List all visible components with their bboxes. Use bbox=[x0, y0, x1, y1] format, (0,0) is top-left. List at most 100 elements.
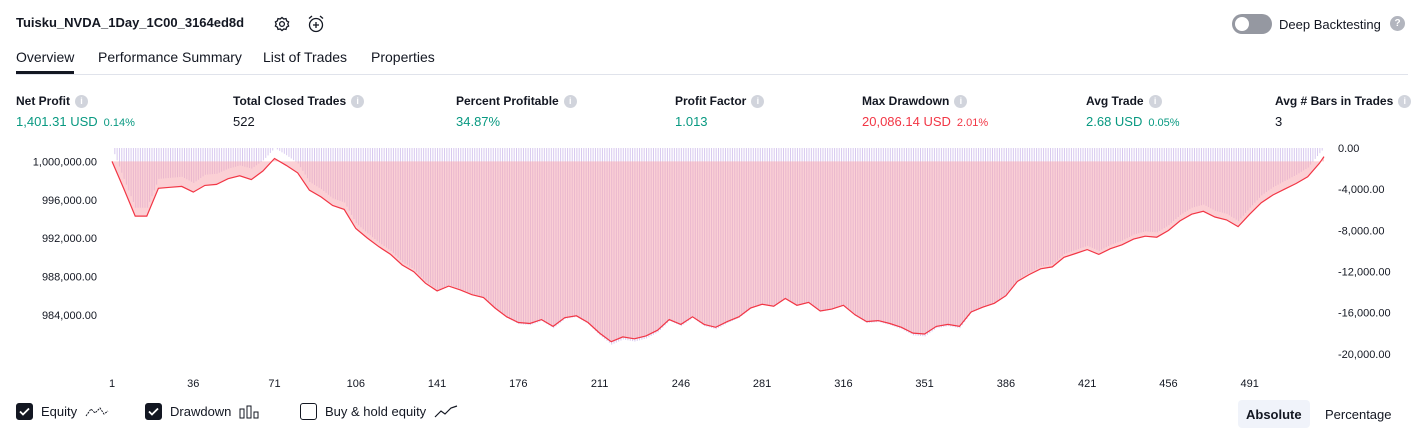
legend-equity-label: Equity bbox=[41, 404, 77, 419]
add-alert-icon[interactable] bbox=[306, 14, 326, 34]
tab-performance-summary[interactable]: Performance Summary bbox=[98, 49, 242, 74]
metric-profit-factor: Profit Factor i 1.013 bbox=[675, 94, 764, 129]
deep-backtesting-toggle[interactable] bbox=[1232, 14, 1272, 34]
x-axis-tick-label: 141 bbox=[428, 378, 446, 390]
metric-label: Net Profit bbox=[16, 94, 70, 108]
info-icon[interactable]: i bbox=[1398, 95, 1411, 108]
drawdown-bar bbox=[265, 148, 266, 158]
metric-label: Total Closed Trades bbox=[233, 94, 346, 108]
right-axis-tick-label: 0.00 bbox=[1338, 143, 1359, 155]
info-icon[interactable]: i bbox=[1149, 95, 1162, 108]
metric-percent-profitable: Percent Profitable i 34.87% bbox=[456, 94, 577, 129]
left-axis-tick-label: 992,000.00 bbox=[42, 233, 97, 245]
left-axis: 1,000,000.00 996,000.00 992,000.00 988,000.… bbox=[33, 156, 97, 321]
right-axis-tick-label: -16,000.00 bbox=[1338, 308, 1391, 320]
info-icon[interactable]: i bbox=[564, 95, 577, 108]
percentage-mode-button[interactable]: Percentage bbox=[1317, 400, 1400, 428]
x-axis-tick-label: 491 bbox=[1241, 378, 1259, 390]
metric-label: Profit Factor bbox=[675, 94, 746, 108]
metric-label: Percent Profitable bbox=[456, 94, 559, 108]
drawdown-bar bbox=[281, 148, 282, 152]
buy-hold-checkbox[interactable] bbox=[300, 403, 317, 420]
drawdown-bar bbox=[261, 148, 262, 162]
drawdown-bar bbox=[272, 148, 273, 150]
metric-total-closed-trades: Total Closed Trades i 522 bbox=[233, 94, 364, 129]
x-axis-tick-label: 456 bbox=[1159, 378, 1177, 390]
strategy-title[interactable]: Tuisku_NVDA_1Day_1C00_3164ed8d bbox=[16, 15, 244, 30]
tab-bar: Overview Performance Summary List of Tra… bbox=[16, 42, 1408, 75]
check-icon bbox=[148, 407, 159, 416]
settings-gear-icon[interactable] bbox=[272, 14, 292, 34]
drawdown-bar bbox=[286, 148, 287, 155]
drawdown-bar bbox=[1317, 148, 1318, 156]
x-axis-tick-label: 211 bbox=[591, 378, 609, 390]
equity-checkbox[interactable] bbox=[16, 403, 33, 420]
drawdown-bar bbox=[1319, 148, 1320, 153]
drawdown-bar bbox=[114, 148, 115, 154]
tab-list-of-trades[interactable]: List of Trades bbox=[263, 49, 347, 74]
right-axis-tick-label: -12,000.00 bbox=[1338, 267, 1391, 279]
drawdown-bar bbox=[117, 148, 118, 160]
absolute-mode-button[interactable]: Absolute bbox=[1238, 400, 1310, 428]
drawdown-bar bbox=[277, 148, 278, 149]
drawdown-bar bbox=[284, 148, 285, 154]
x-axis-tick-label: 421 bbox=[1078, 378, 1096, 390]
x-axis-tick-label: 36 bbox=[187, 378, 199, 390]
drawdown-bar bbox=[1315, 148, 1316, 159]
help-icon[interactable]: ? bbox=[1390, 16, 1405, 31]
drawdown-bar bbox=[293, 148, 294, 160]
drawdown-checkbox[interactable] bbox=[145, 403, 162, 420]
left-axis-tick-label: 988,000.00 bbox=[42, 272, 97, 284]
deep-backtesting-label: Deep Backtesting bbox=[1279, 17, 1381, 32]
drawdown-bar bbox=[279, 148, 280, 151]
metric-value: 3 bbox=[1275, 114, 1282, 129]
drawdown-bar bbox=[263, 148, 264, 160]
info-icon[interactable]: i bbox=[351, 95, 364, 108]
metric-value: 2.68 USD bbox=[1086, 114, 1142, 129]
metric-label: Avg # Bars in Trades bbox=[1275, 94, 1393, 108]
bar-chart-icon bbox=[239, 405, 259, 419]
check-icon bbox=[19, 407, 30, 416]
info-icon[interactable]: i bbox=[75, 95, 88, 108]
left-axis-tick-label: 1,000,000.00 bbox=[33, 156, 97, 168]
equity-area-fill bbox=[112, 157, 1324, 342]
drawdown-bar bbox=[268, 148, 269, 155]
metric-value: 20,086.14 USD bbox=[862, 114, 951, 129]
tab-overview[interactable]: Overview bbox=[16, 49, 74, 74]
legend-drawdown[interactable]: Drawdown bbox=[145, 403, 259, 420]
x-axis-tick-label: 71 bbox=[268, 378, 280, 390]
x-axis-tick-label: 316 bbox=[834, 378, 852, 390]
legend-equity[interactable]: Equity bbox=[16, 403, 109, 420]
equity-line-icon bbox=[85, 405, 109, 419]
metric-avg-trade: Avg Trade i 2.68 USD 0.05% bbox=[1086, 94, 1180, 129]
x-axis-tick-label: 1 bbox=[109, 378, 115, 390]
right-axis-tick-label: -8,000.00 bbox=[1338, 225, 1384, 237]
drawdown-bar bbox=[288, 148, 289, 157]
drawdown-bar bbox=[1322, 148, 1323, 151]
trend-line-icon bbox=[434, 405, 458, 419]
equity-drawdown-chart[interactable]: 1,000,000.00 996,000.00 992,000.00 988,000.… bbox=[0, 142, 1424, 394]
drawdown-bar bbox=[291, 148, 292, 159]
right-axis: 0.00 -4,000.00 -8,000.00 -12,000.00 -16,000.… bbox=[1338, 143, 1391, 361]
left-axis-tick-label: 996,000.00 bbox=[42, 195, 97, 207]
alarm-clock-icon bbox=[306, 14, 326, 34]
right-axis-tick-label: -20,000.00 bbox=[1338, 349, 1391, 361]
info-icon[interactable]: i bbox=[954, 95, 967, 108]
x-axis-tick-label: 281 bbox=[753, 378, 771, 390]
metric-value: 522 bbox=[233, 114, 255, 129]
toggle-knob bbox=[1235, 17, 1249, 31]
info-icon[interactable]: i bbox=[751, 95, 764, 108]
legend-drawdown-label: Drawdown bbox=[170, 404, 231, 419]
legend-buy-hold-equity[interactable]: Buy & hold equity bbox=[300, 403, 458, 420]
metric-percent: 2.01% bbox=[957, 117, 988, 129]
metric-net-profit: Net Profit i 1,401.31 USD 0.14% bbox=[16, 94, 135, 129]
x-axis-tick-label: 386 bbox=[997, 378, 1015, 390]
tab-properties[interactable]: Properties bbox=[371, 49, 435, 74]
metric-percent: 0.05% bbox=[1148, 117, 1179, 129]
drawdown-bar bbox=[1312, 148, 1313, 162]
drawdown-bar bbox=[298, 148, 299, 163]
x-axis: 1 36 71 106 141 176 211 246 281 316 351 386 421 456 49… bbox=[109, 378, 1259, 390]
left-axis-tick-label: 984,000.00 bbox=[42, 310, 97, 322]
drawdown-bar bbox=[270, 148, 271, 153]
right-axis-tick-label: -4,000.00 bbox=[1338, 184, 1384, 196]
